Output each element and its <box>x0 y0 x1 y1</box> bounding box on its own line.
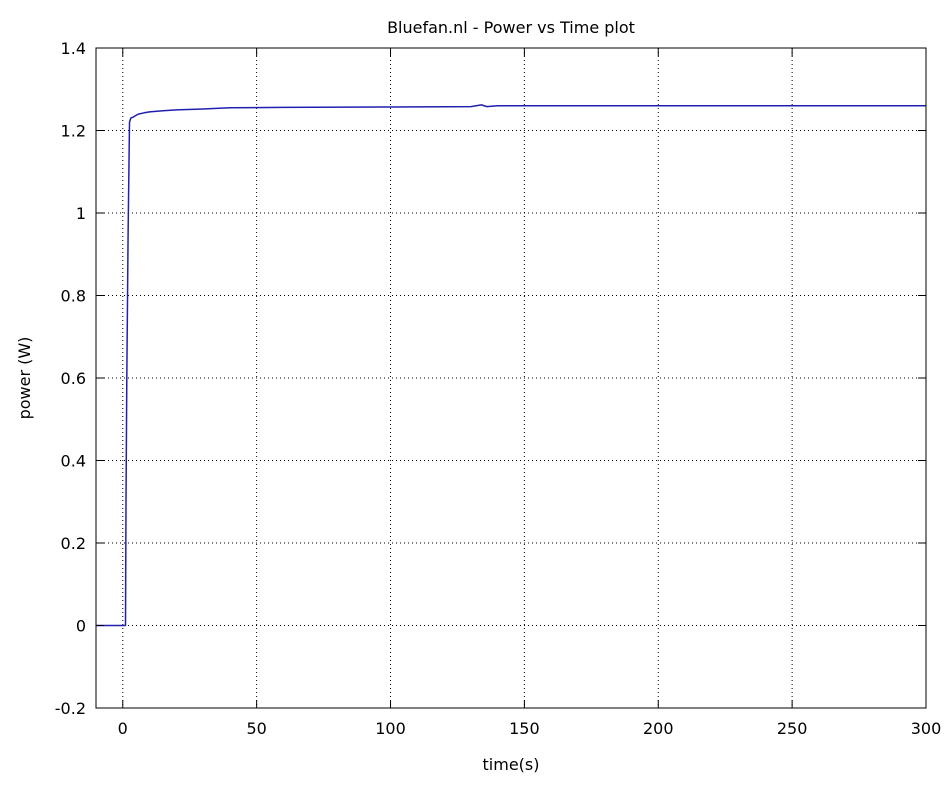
tick-marks <box>96 47 927 709</box>
x-tick-label: 250 <box>777 719 808 738</box>
y-tick-label: 1 <box>76 204 86 223</box>
y-tick-label: 1.2 <box>61 122 86 141</box>
y-tick-label: 1.4 <box>61 39 86 58</box>
x-tick-label: 300 <box>911 719 942 738</box>
series-layer <box>96 104 926 627</box>
plot-area <box>96 48 926 708</box>
x-tick-label: 100 <box>375 719 406 738</box>
y-tick-label: -0.2 <box>55 699 86 718</box>
y-tick-labels: -0.2 0 0.2 0.4 0.6 0.8 1 1.2 1.4 <box>55 39 86 718</box>
y-tick-label: 0.4 <box>61 452 86 471</box>
x-tick-label: 0 <box>118 719 128 738</box>
x-tick-label: 50 <box>246 719 266 738</box>
x-tick-label: 150 <box>509 719 540 738</box>
y-tick-label: 0 <box>76 617 86 636</box>
y-tick-label: 0.2 <box>61 534 86 553</box>
x-tick-label: 200 <box>643 719 674 738</box>
x-axis-title: time(s) <box>483 755 540 774</box>
y-tick-label: 0.6 <box>61 369 86 388</box>
power-series-line <box>96 104 926 627</box>
y-tick-label: 0.8 <box>61 287 86 306</box>
x-tick-labels: 0 50 100 150 200 250 300 <box>118 719 942 738</box>
chart-title: Bluefan.nl - Power vs Time plot <box>387 18 635 37</box>
y-axis-title: power (W) <box>15 337 34 420</box>
